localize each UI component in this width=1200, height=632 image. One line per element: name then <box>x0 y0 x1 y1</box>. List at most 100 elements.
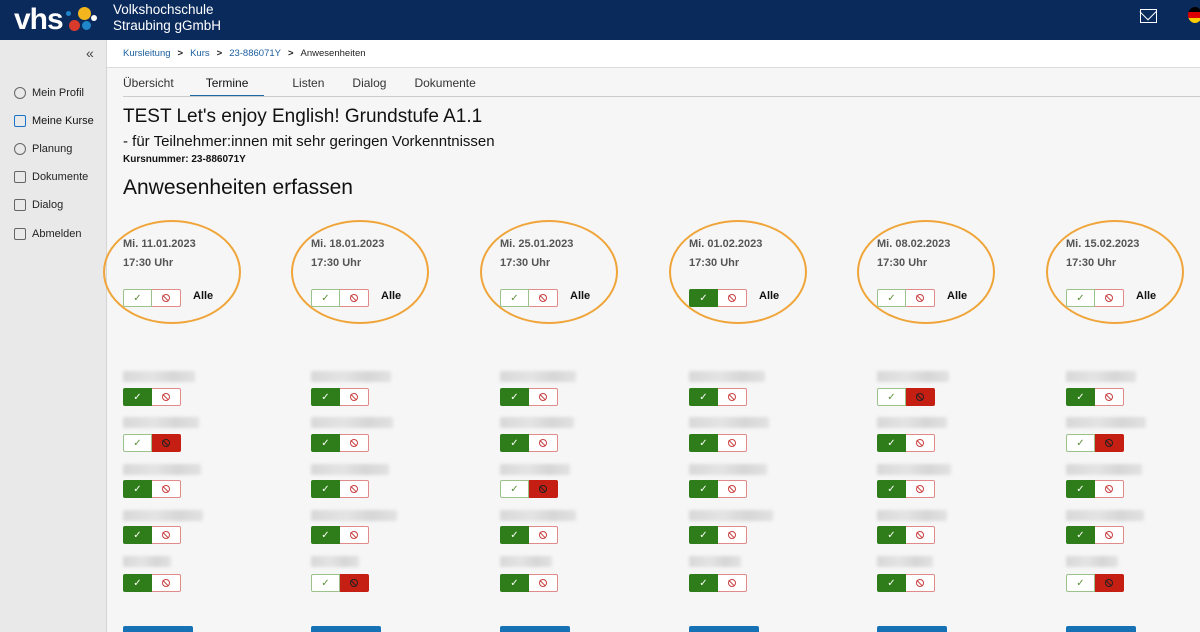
present-check-icon[interactable]: ✓ <box>1066 289 1095 307</box>
absent-block-icon[interactable] <box>340 526 369 544</box>
absent-block-icon[interactable] <box>152 526 181 544</box>
absent-block-icon[interactable] <box>906 480 935 498</box>
present-check-icon[interactable]: ✓ <box>500 526 529 544</box>
present-check-icon[interactable]: ✓ <box>689 289 718 307</box>
absent-block-icon[interactable] <box>906 526 935 544</box>
present-check-icon[interactable]: ✓ <box>500 434 529 452</box>
absent-block-icon[interactable] <box>906 388 935 406</box>
absent-block-icon[interactable] <box>340 434 369 452</box>
absent-block-icon[interactable] <box>529 574 558 592</box>
tab-listen[interactable]: Listen <box>292 76 325 90</box>
absent-block-icon[interactable] <box>340 574 369 592</box>
present-check-icon[interactable]: ✓ <box>689 526 718 544</box>
absent-block-icon[interactable] <box>529 289 558 307</box>
present-check-icon[interactable]: ✓ <box>123 434 152 452</box>
present-check-icon[interactable]: ✓ <box>689 574 718 592</box>
present-check-icon[interactable]: ✓ <box>311 434 340 452</box>
tab-termine[interactable]: Termine <box>189 76 265 97</box>
save-button[interactable]: Speichern <box>123 626 193 632</box>
present-check-icon[interactable]: ✓ <box>877 388 906 406</box>
absent-block-icon[interactable] <box>906 289 935 307</box>
save-button[interactable]: Speichern <box>311 626 381 632</box>
absent-block-icon[interactable] <box>152 480 181 498</box>
absent-block-icon[interactable] <box>1095 434 1124 452</box>
participant-name-redacted <box>123 556 171 567</box>
sidebar-item-dialog[interactable]: Dialog <box>14 194 63 216</box>
breadcrumb-kursleitung[interactable]: Kursleitung <box>123 48 171 59</box>
german-flag-icon[interactable] <box>1188 7 1200 23</box>
present-check-icon[interactable]: ✓ <box>689 388 718 406</box>
present-check-icon[interactable]: ✓ <box>500 574 529 592</box>
absent-block-icon[interactable] <box>718 574 747 592</box>
checkbox-icon <box>14 115 26 127</box>
absent-block-icon[interactable] <box>1095 574 1124 592</box>
tab-dialog[interactable]: Dialog <box>352 76 387 90</box>
absent-block-icon[interactable] <box>718 480 747 498</box>
present-check-icon[interactable]: ✓ <box>689 434 718 452</box>
mail-icon[interactable] <box>1140 9 1157 23</box>
present-check-icon[interactable]: ✓ <box>877 574 906 592</box>
save-button[interactable]: Speichern <box>689 626 759 632</box>
sidebar-item-mein-profil[interactable]: Mein Profil <box>14 82 84 104</box>
present-check-icon[interactable]: ✓ <box>1066 480 1095 498</box>
absent-block-icon[interactable] <box>1095 388 1124 406</box>
present-check-icon[interactable]: ✓ <box>500 388 529 406</box>
absent-block-icon[interactable] <box>152 574 181 592</box>
present-check-icon[interactable]: ✓ <box>877 480 906 498</box>
absent-block-icon[interactable] <box>340 480 369 498</box>
breadcrumb-bar: Kursleitung > Kurs > 23-886071Y > Anwese… <box>107 40 1200 68</box>
present-check-icon[interactable]: ✓ <box>1066 434 1095 452</box>
absent-block-icon[interactable] <box>906 434 935 452</box>
present-check-icon[interactable]: ✓ <box>1066 526 1095 544</box>
breadcrumb-kurs[interactable]: Kurs <box>190 48 210 59</box>
absent-block-icon[interactable] <box>152 434 181 452</box>
present-check-icon[interactable]: ✓ <box>123 526 152 544</box>
collapse-sidebar-icon[interactable]: « <box>86 45 94 61</box>
absent-block-icon[interactable] <box>718 388 747 406</box>
present-check-icon[interactable]: ✓ <box>500 480 529 498</box>
sidebar-item-meine-kurse[interactable]: Meine Kurse <box>14 110 94 132</box>
sidebar-item-dokumente[interactable]: Dokumente <box>14 166 88 188</box>
absent-block-icon[interactable] <box>529 388 558 406</box>
present-check-icon[interactable]: ✓ <box>311 480 340 498</box>
absent-block-icon[interactable] <box>529 526 558 544</box>
absent-block-icon[interactable] <box>1095 289 1124 307</box>
tab-dokumente[interactable]: Dokumente <box>414 76 476 90</box>
absent-block-icon[interactable] <box>152 289 181 307</box>
absent-block-icon[interactable] <box>340 289 369 307</box>
present-check-icon[interactable]: ✓ <box>123 388 152 406</box>
absent-block-icon[interactable] <box>1095 480 1124 498</box>
absent-block-icon[interactable] <box>718 526 747 544</box>
present-check-icon[interactable]: ✓ <box>311 526 340 544</box>
present-check-icon[interactable]: ✓ <box>311 289 340 307</box>
tab-uebersicht[interactable]: Übersicht <box>123 76 174 90</box>
absent-block-icon[interactable] <box>718 289 747 307</box>
absent-block-icon[interactable] <box>340 388 369 406</box>
save-button[interactable]: Speichern <box>877 626 947 632</box>
vhs-logo[interactable]: vhs <box>14 2 101 38</box>
absent-block-icon[interactable] <box>718 434 747 452</box>
save-button[interactable]: Speichern <box>500 626 570 632</box>
sidebar-item-planung[interactable]: Planung <box>14 138 72 160</box>
present-check-icon[interactable]: ✓ <box>123 289 152 307</box>
present-check-icon[interactable]: ✓ <box>689 480 718 498</box>
absent-block-icon[interactable] <box>152 388 181 406</box>
absent-block-icon[interactable] <box>529 480 558 498</box>
present-check-icon[interactable]: ✓ <box>877 289 906 307</box>
present-check-icon[interactable]: ✓ <box>123 574 152 592</box>
no-entry-icon <box>350 294 358 302</box>
present-check-icon[interactable]: ✓ <box>500 289 529 307</box>
absent-block-icon[interactable] <box>906 574 935 592</box>
sidebar-item-abmelden[interactable]: Abmelden <box>14 223 82 245</box>
present-check-icon[interactable]: ✓ <box>1066 388 1095 406</box>
present-check-icon[interactable]: ✓ <box>877 526 906 544</box>
present-check-icon[interactable]: ✓ <box>123 480 152 498</box>
breadcrumb-kursnummer[interactable]: 23-886071Y <box>229 48 281 59</box>
present-check-icon[interactable]: ✓ <box>877 434 906 452</box>
save-button[interactable]: Speichern <box>1066 626 1136 632</box>
present-check-icon[interactable]: ✓ <box>1066 574 1095 592</box>
present-check-icon[interactable]: ✓ <box>311 388 340 406</box>
absent-block-icon[interactable] <box>1095 526 1124 544</box>
present-check-icon[interactable]: ✓ <box>311 574 340 592</box>
absent-block-icon[interactable] <box>529 434 558 452</box>
